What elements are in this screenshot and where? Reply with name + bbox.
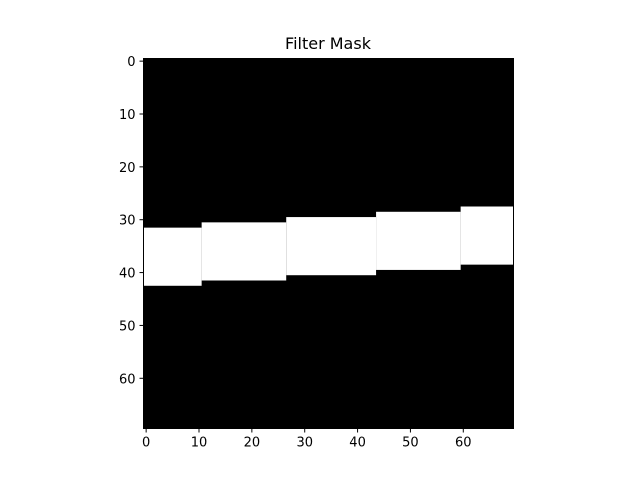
x-tick-label: 50 [402,436,419,451]
x-tick-label: 10 [191,436,208,451]
y-tick-label: 40 [119,267,136,282]
chart-title: Filter Mask [285,34,372,53]
y-tick-label: 60 [119,372,136,387]
x-tick-label: 40 [349,436,366,451]
mask-band-segment-3 [286,217,377,276]
mask-band-segment-5 [460,206,514,265]
y-tick-label: 20 [119,161,136,176]
plot-area [143,58,514,429]
y-axis: 0 10 20 30 40 50 60 [119,55,144,387]
mask-band-segment-2 [201,222,287,281]
axes-frame [143,58,514,429]
x-axis: 0 10 20 30 40 50 60 [142,428,472,451]
x-tick-label: 20 [244,436,261,451]
mask-band-segment-4 [376,211,461,270]
mask-band-segment-1 [143,227,202,286]
x-tick-label: 30 [296,436,313,451]
x-tick-label: 60 [455,436,472,451]
y-tick-label: 10 [119,108,136,123]
y-tick-label: 30 [119,214,136,229]
x-tick-label: 0 [142,436,150,451]
y-tick-label: 0 [127,55,135,70]
y-tick-label: 50 [119,319,136,334]
